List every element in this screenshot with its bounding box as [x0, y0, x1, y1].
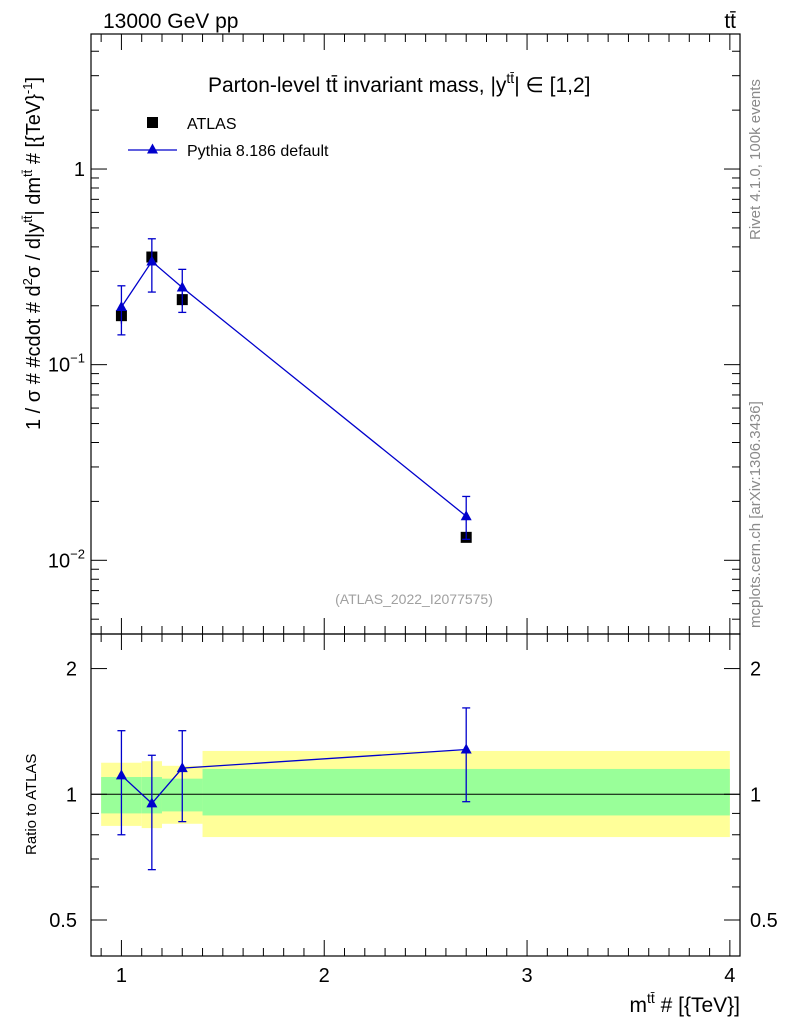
main-y-tick-label: 10−2: [48, 546, 85, 572]
legend-atlas-marker: [147, 117, 158, 128]
ratio-plot: [91, 707, 740, 871]
legend-pythia-label: Pythia 8.186 default: [187, 143, 329, 160]
ratio-pythia-line: [120, 748, 467, 805]
pythia-data-point: [115, 301, 127, 312]
main-y-axis-label: 1 / σ # #cdot # d2σ / d|ytt̄| dmtt̄ # [{…: [20, 77, 45, 430]
ratio-y-tick-label-right: 2: [750, 659, 761, 681]
ratio-data-point: [176, 762, 188, 773]
ratio-data-point: [115, 769, 127, 780]
pythia-data-point: [176, 281, 188, 292]
ratio-y-tick-label-left: 1: [66, 784, 77, 806]
pythia-data-point: [460, 510, 472, 521]
ratio-y-tick-label-right: 0.5: [750, 910, 778, 932]
ratio-data-point: [460, 743, 472, 754]
main-y-tick-label: 1: [74, 159, 85, 181]
main-y-tick-label: 10−1: [48, 351, 85, 377]
ratio-data-point: [146, 797, 158, 808]
legend-pythia-marker: [147, 143, 158, 154]
ratio-y-tick-label-left: 2: [66, 659, 77, 681]
header-process-label: tt̄: [724, 10, 736, 33]
x-tick-label: 3: [521, 965, 532, 987]
pythia-line: [120, 260, 467, 517]
x-tick-label: 4: [724, 965, 735, 987]
main-plot: [115, 238, 472, 543]
ratio-y-tick-label-left: 0.5: [49, 910, 77, 932]
ratio-y-tick-label-right: 1: [750, 784, 761, 806]
rivet-info-label: Rivet 4.1.0, 100k events: [747, 79, 764, 240]
x-axis-label: mtt̄ # [{TeV}]: [629, 990, 740, 1017]
header-energy-label: 13000 GeV pp: [103, 10, 238, 33]
x-tick-label: 1: [116, 965, 127, 987]
pythia-data-point: [146, 255, 158, 266]
legend-atlas-label: ATLAS: [187, 116, 237, 133]
ratio-plot-frame: [90, 633, 741, 957]
mcplots-reference-label: mcplots.cern.ch [arXiv:1306.3436]: [747, 401, 764, 628]
main-plot-title: Parton-level tt̄ invariant mass, |ytt̄| …: [208, 70, 590, 97]
x-tick-label: 2: [319, 965, 330, 987]
analysis-watermark: (ATLAS_2022_I2077575): [335, 591, 493, 607]
ratio-y-axis-label: Ratio to ATLAS: [23, 754, 40, 855]
